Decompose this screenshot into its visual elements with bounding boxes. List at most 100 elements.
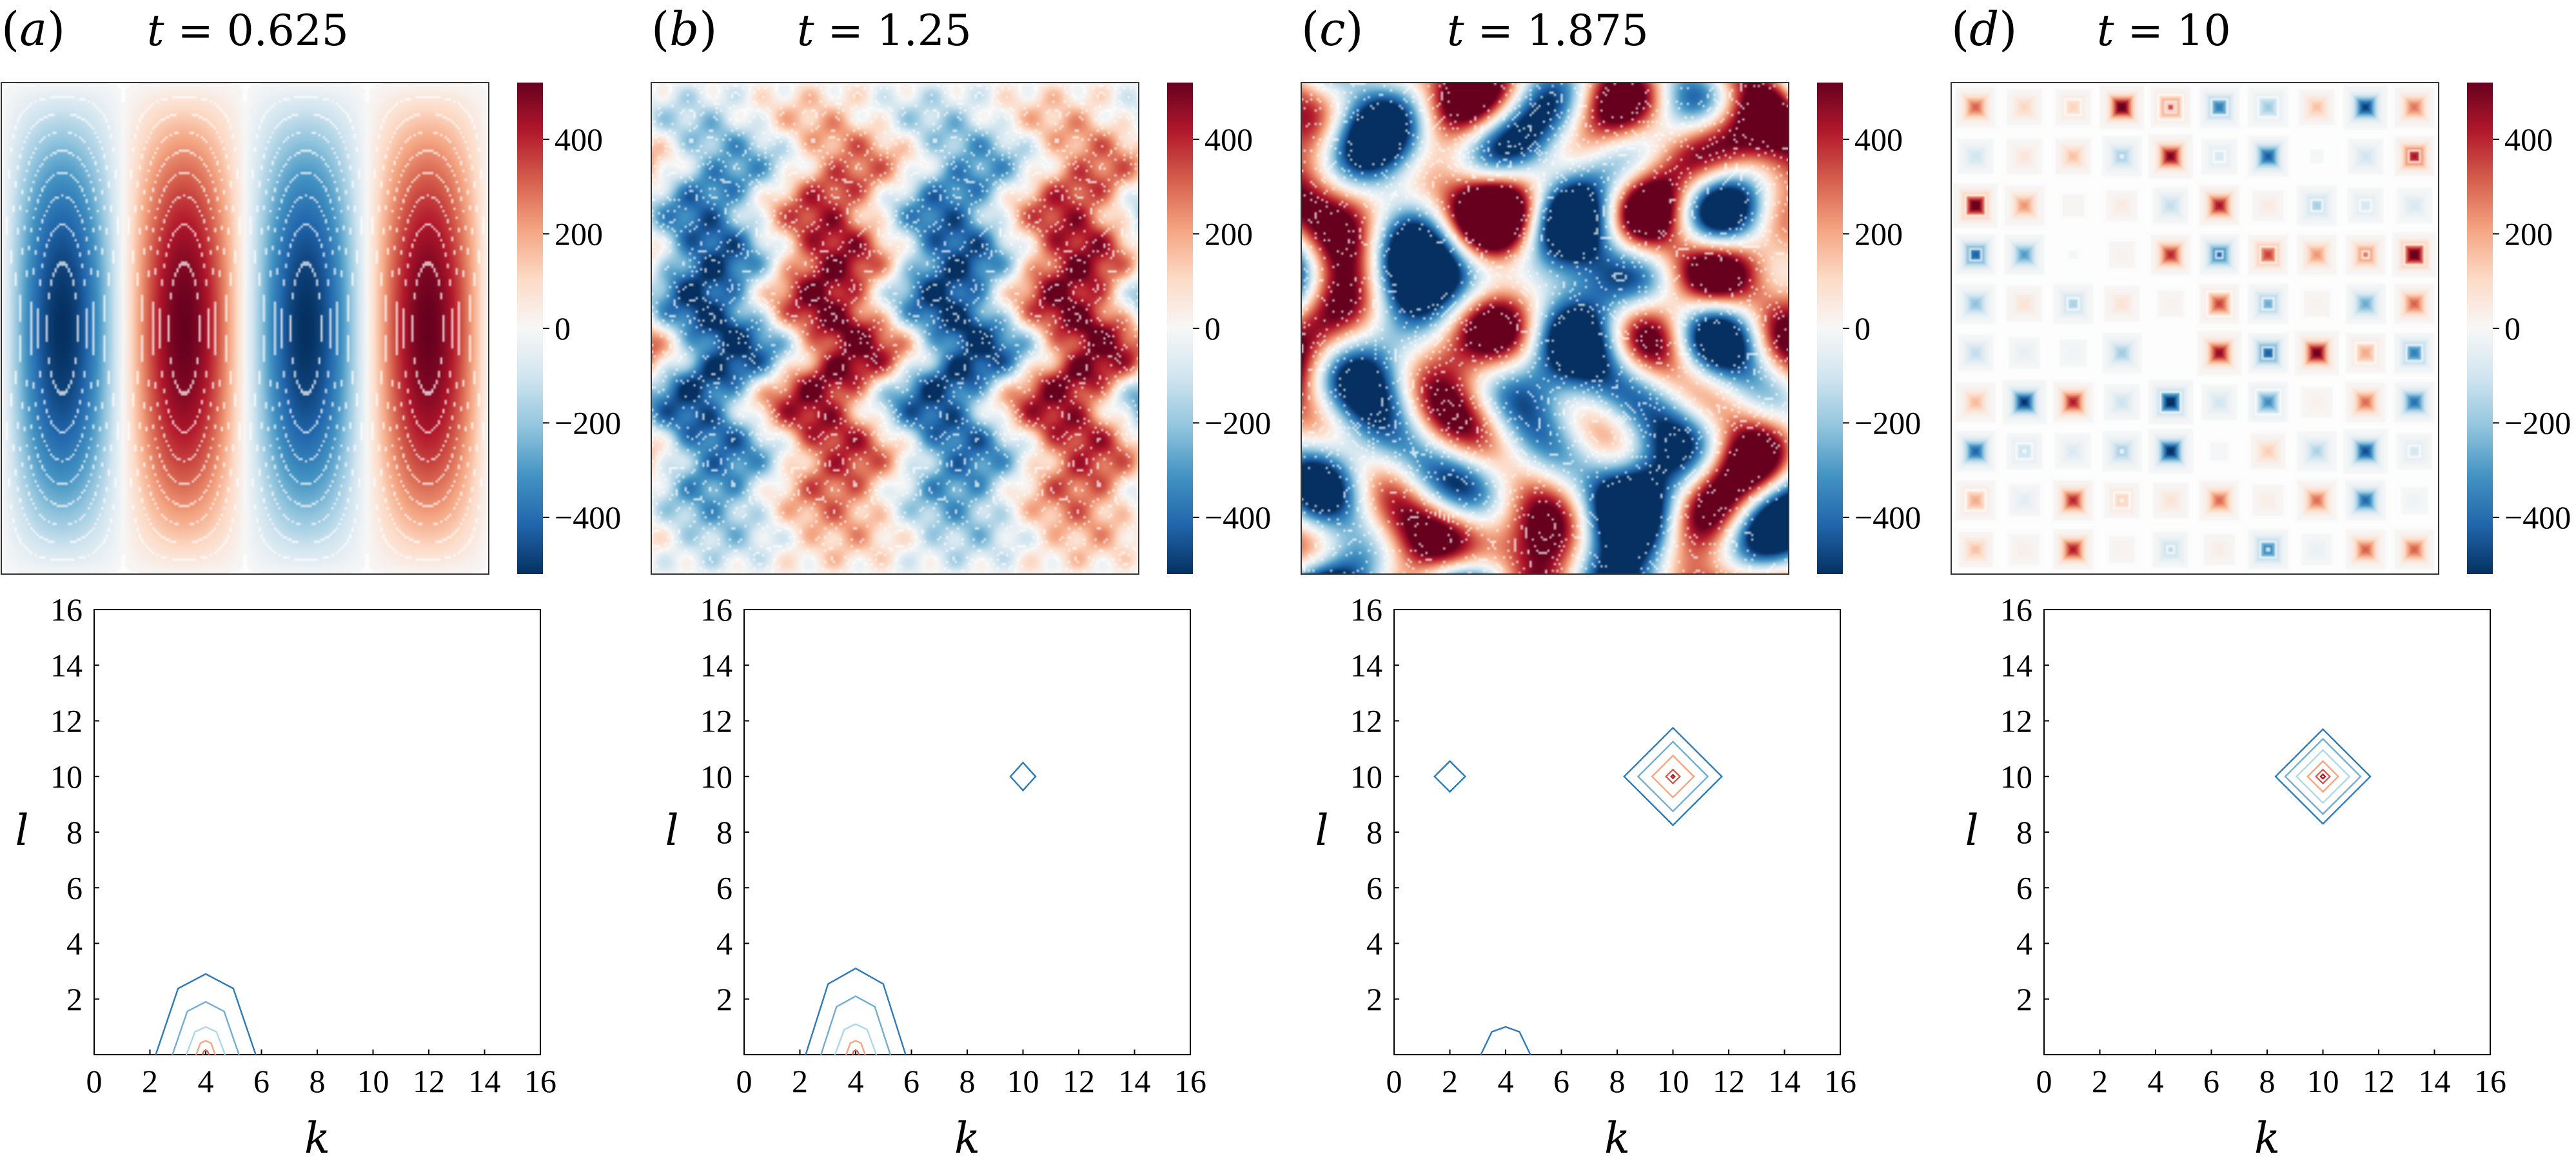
colorbar-tick-label: 200 [2504,215,2553,252]
spectrum-contours [805,761,1037,1055]
y-tick-label: 6 [66,870,83,906]
spectrum-contours [1433,726,1723,1055]
panel-label-open: ( [1,2,19,56]
y-tick-label: 12 [1350,703,1382,739]
x-tick-label: 8 [1609,1063,1626,1099]
y-tick-label: 14 [2000,647,2032,683]
x-axis-label: k [304,1113,330,1163]
colorbar-tick-label: 400 [555,121,603,157]
colorbar-tick-label: 400 [2504,121,2553,157]
spectrum-contour [1623,726,1723,826]
panel-label-close: ) [699,2,717,56]
x-tick-label: 0 [86,1063,103,1099]
x-tick-label: 2 [1442,1063,1458,1099]
spectrum-frame [1393,609,1841,1055]
colorbar-tick-label: 400 [1204,121,1253,157]
time-symbol: t [1447,6,1464,55]
x-tick-label: 14 [1769,1063,1801,1099]
x-tick-label: 6 [2203,1063,2219,1099]
y-tick-label: 8 [2016,814,2032,850]
colorbar-tick-label: 200 [1204,215,1253,252]
heatmap-frame [651,82,1139,575]
spectrum-contour [845,1040,867,1055]
spectrum-contour [185,1026,226,1055]
panel-label: (b) [651,2,717,56]
vorticity-heatmap [1301,83,1789,574]
time-symbol: t [2097,6,2114,55]
colorbar-tick-label: −200 [2504,405,2571,441]
spectrum-contour [1670,773,1676,779]
y-tick-label: 8 [66,814,83,850]
y-tick-label: 16 [700,592,732,628]
spectrum-frame [743,609,1191,1055]
spectrum-contour [1664,768,1682,785]
spectrum-contour [201,1050,210,1055]
x-tick-label: 6 [253,1063,270,1099]
spectrum-contour [820,995,892,1055]
time-value: = 0.625 [164,6,349,55]
x-tick-label: 2 [792,1063,808,1099]
y-tick-label: 6 [1366,870,1382,906]
colorbar-tick-label: 400 [1854,121,1903,157]
y-tick-label: 16 [1350,592,1382,628]
y-tick-label: 4 [2016,926,2032,962]
colorbar-tick-label: 0 [1204,310,1221,346]
x-tick-label: 4 [198,1063,214,1099]
spectrum-contour [1480,1026,1531,1055]
colorbar-tick-label: −200 [1854,405,1921,441]
time-symbol: t [147,6,164,55]
x-tick-label: 2 [142,1063,158,1099]
x-tick-label: 14 [2419,1063,2451,1099]
colorbar [1817,83,1843,574]
panel-label-close: ) [47,2,65,56]
spectrum-contour [2295,749,2351,804]
time-label: t = 1.25 [797,6,972,55]
x-tick-label: 10 [1007,1063,1039,1099]
spectrum-contour [2284,737,2362,815]
panel-label-letter: d [1969,2,1999,56]
panel-label-letter: c [1319,2,1345,56]
panel-label-close: ) [1345,2,1363,56]
x-tick-label: 14 [1119,1063,1151,1099]
x-tick-label: 10 [2307,1063,2339,1099]
y-tick-label: 12 [50,703,83,739]
spectrum-contour [1637,741,1709,813]
y-tick-label: 12 [2000,703,2032,739]
x-tick-label: 10 [1657,1063,1689,1099]
x-tick-label: 6 [903,1063,919,1099]
y-axis-label: l [665,806,678,855]
vorticity-heatmap [1,83,489,574]
y-tick-label: 14 [700,647,732,683]
panel-label-open: ( [651,2,669,56]
panel-label-letter: a [19,2,47,56]
y-tick-label: 2 [1366,981,1382,1017]
panel-a: (a) t = 0.625 400 200 0 −200 −400 0 2 4 6 8 10 12 14 16… [1,2,621,1163]
x-tick-label: 16 [2474,1063,2506,1099]
y-tick-label: 16 [2000,592,2032,628]
colorbar-tick-label: 200 [1854,215,1903,252]
vorticity-heatmap [1951,83,2439,574]
time-label: t = 1.875 [1447,6,1649,55]
spectrum-contour [834,1023,878,1055]
y-axis-label: l [1965,806,1978,855]
y-tick-label: 8 [1366,814,1382,850]
time-label: t = 0.625 [147,6,349,55]
y-tick-label: 10 [700,759,732,795]
y-tick-label: 6 [716,870,732,906]
spectrum-contour [2319,773,2326,780]
y-tick-label: 6 [2016,870,2032,906]
x-tick-label: 16 [1174,1063,1206,1099]
x-tick-label: 6 [1553,1063,1569,1099]
x-tick-label: 4 [1498,1063,1514,1099]
spectrum-contour [2314,768,2332,785]
x-axis-label: k [954,1113,980,1163]
spectrum-contour [1009,761,1037,792]
spectrum-contour [1433,760,1466,793]
panel-label-open: ( [1951,2,1969,56]
colorbar [517,83,543,574]
y-tick-label: 10 [50,759,83,795]
x-tick-label: 12 [2363,1063,2395,1099]
x-tick-label: 12 [1713,1063,1745,1099]
panel-d: (d) t = 10 400 200 0 −200 −400 0 2 4 6 8 10 12 14 16 2 4 6… [1951,2,2571,1163]
